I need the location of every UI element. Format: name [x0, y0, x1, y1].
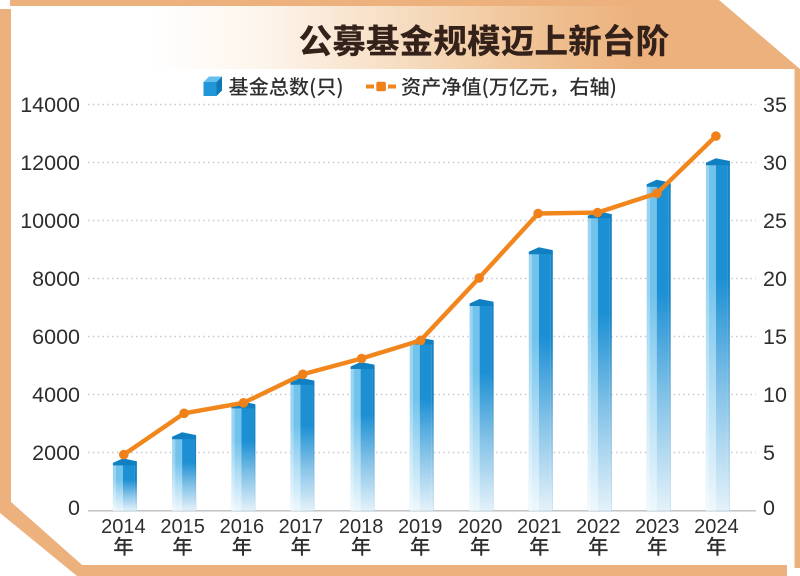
svg-text:2014: 2014 — [101, 516, 146, 538]
svg-text:14000: 14000 — [20, 93, 80, 117]
svg-text:25: 25 — [763, 209, 787, 233]
svg-text:12000: 12000 — [20, 151, 80, 175]
svg-text:2017: 2017 — [279, 516, 324, 538]
svg-text:0: 0 — [763, 496, 775, 520]
svg-text:2019: 2019 — [398, 516, 443, 538]
svg-text:20: 20 — [763, 267, 787, 291]
svg-text:10000: 10000 — [20, 209, 80, 233]
svg-text:2022: 2022 — [576, 516, 621, 538]
svg-text:0: 0 — [68, 496, 80, 520]
svg-text:15: 15 — [763, 325, 787, 349]
svg-text:2023: 2023 — [635, 516, 680, 538]
svg-text:2016: 2016 — [220, 516, 265, 538]
svg-text:6000: 6000 — [32, 325, 80, 349]
svg-text:2024: 2024 — [694, 516, 739, 538]
svg-text:35: 35 — [763, 93, 787, 117]
svg-text:2000: 2000 — [32, 441, 80, 465]
svg-text:8000: 8000 — [32, 267, 80, 291]
svg-text:2015: 2015 — [160, 516, 205, 538]
svg-text:30: 30 — [763, 151, 787, 175]
svg-text:2018: 2018 — [339, 516, 384, 538]
svg-text:5: 5 — [763, 441, 775, 465]
svg-text:2020: 2020 — [458, 516, 503, 538]
svg-text:4000: 4000 — [32, 383, 80, 407]
svg-text:10: 10 — [763, 383, 787, 407]
svg-text:2021: 2021 — [517, 516, 562, 538]
